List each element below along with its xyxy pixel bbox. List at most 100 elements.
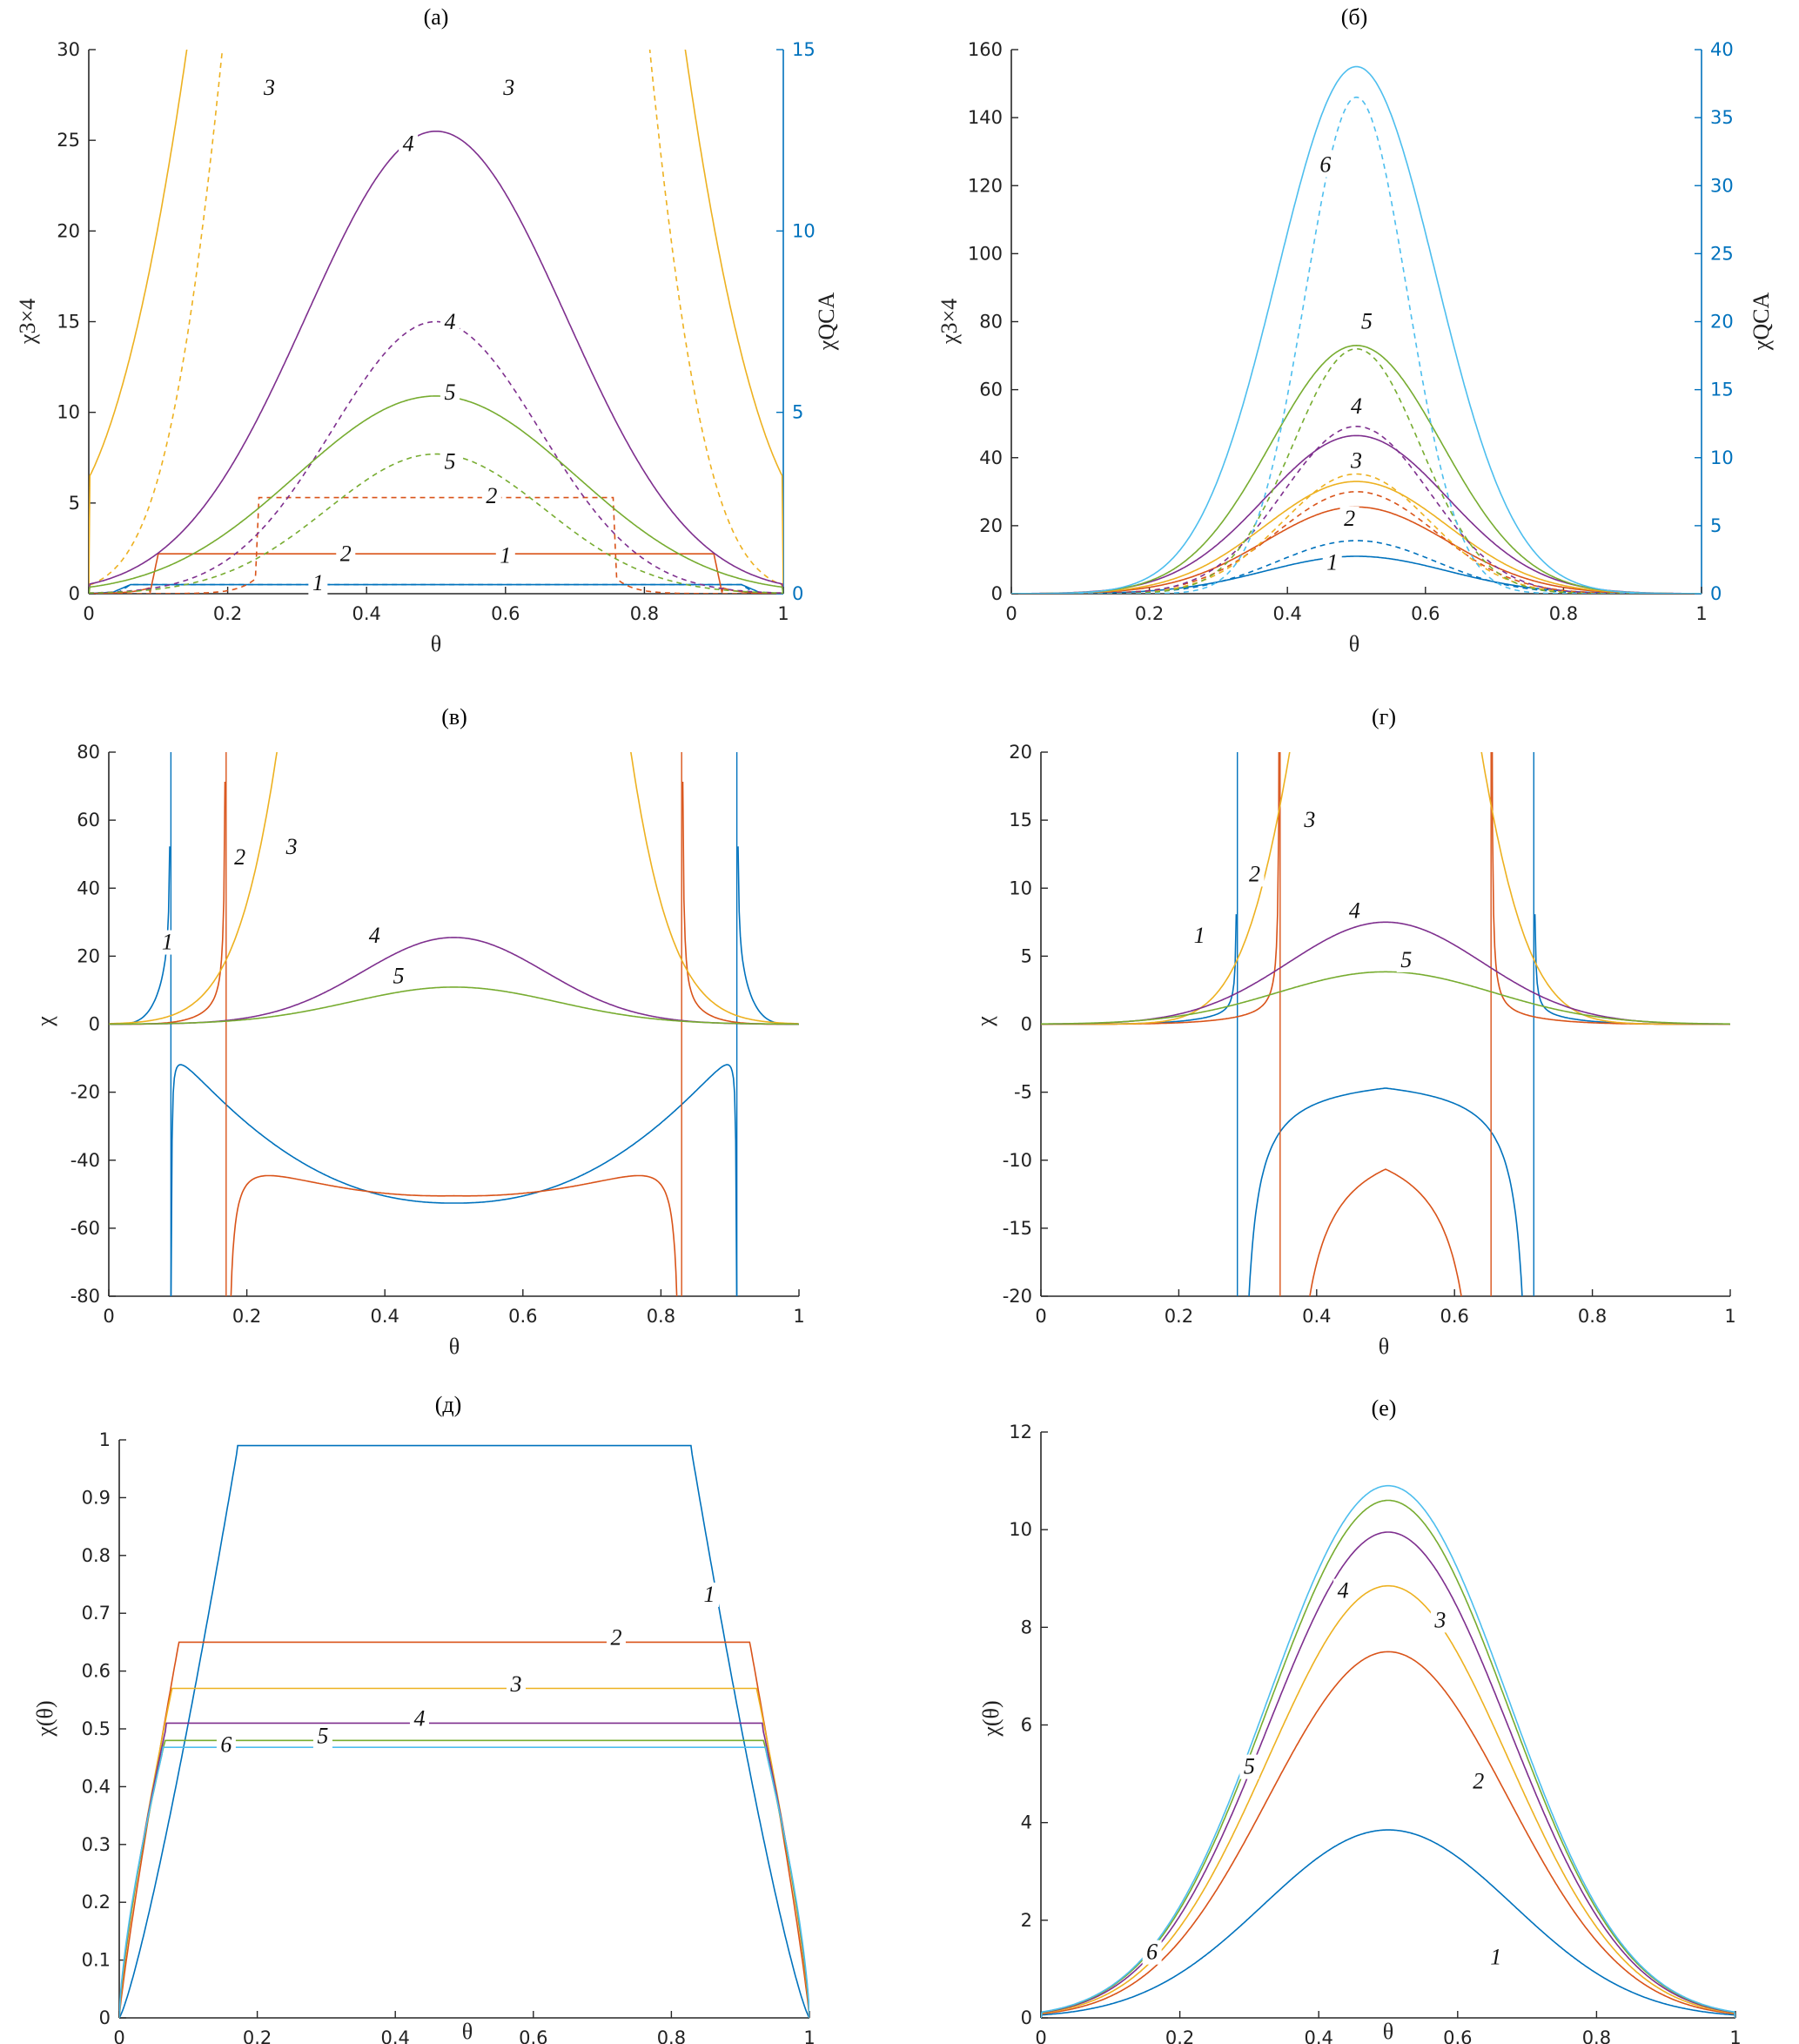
y-tick-label: 4	[1021, 1812, 1032, 1833]
y-tick-label: 60	[77, 810, 100, 830]
y-right-tick-label: 10	[792, 220, 816, 241]
curve-label: 5	[444, 380, 455, 405]
x-tick-label: 1	[803, 2027, 815, 2044]
series-line-2-dashed	[89, 496, 783, 594]
curve-label-bg	[499, 76, 519, 101]
y-right-tick-label: 15	[1710, 380, 1734, 400]
x-tick-label: 0.8	[647, 1306, 675, 1327]
curve-label: 4	[403, 131, 414, 157]
y-tick-label: 15	[1009, 810, 1032, 830]
x-tick-label: 0.2	[232, 1306, 261, 1327]
x-tick-label: 0.2	[1165, 1306, 1193, 1327]
panel-b-ylabel-right: χQCA	[1749, 292, 1774, 352]
panel-a-xlabel: θ	[431, 631, 441, 656]
curve-label: 1	[1490, 1944, 1501, 1969]
y-tick-label: 30	[57, 39, 80, 60]
y-right-tick-label: 20	[1710, 312, 1734, 333]
series-group	[1041, 1484, 1735, 2018]
curve-label: 3	[263, 75, 275, 100]
y-right-tick-label: 0	[1710, 583, 1722, 604]
curve-label-bg	[1345, 898, 1365, 924]
series-line-6-dashed	[1011, 96, 1702, 594]
series-line-5	[1041, 971, 1730, 1025]
y-tick-label: 40	[979, 447, 1003, 468]
x-tick-label: 1	[1729, 2027, 1741, 2044]
series-line-6	[1041, 1484, 1735, 2018]
x-tick-label: 0.8	[1549, 603, 1578, 624]
curve-label: 2	[610, 1625, 621, 1651]
curve-label-bg	[1346, 448, 1366, 474]
y-tick-label: 10	[57, 402, 80, 423]
curve-label-bg	[259, 76, 279, 101]
panel-e-title: (е)	[1372, 1395, 1397, 1421]
y-tick-label: -40	[70, 1150, 100, 1171]
curve-label: 6	[1146, 1940, 1158, 1965]
y-right-tick-label: 40	[1710, 39, 1734, 60]
y-tick-label: 20	[1009, 742, 1032, 763]
y-tick-label: 20	[979, 515, 1003, 536]
curve-label-bg	[481, 483, 501, 508]
curve-label-bg	[1430, 1608, 1450, 1633]
y-tick-label: 20	[57, 220, 80, 241]
series-line-1	[89, 583, 783, 594]
curve-label-bg	[506, 1671, 526, 1697]
series-line-3	[109, 752, 799, 1025]
curve-label: 6	[220, 1732, 232, 1758]
x-tick-label: 0.8	[657, 2027, 686, 2044]
y-tick-label: 0.2	[82, 1892, 111, 1913]
panel-v-ylabel: χ	[32, 1016, 57, 1027]
curve-label-bg	[308, 570, 328, 595]
series-line-1	[1011, 555, 1702, 594]
series-line-1	[1534, 914, 1730, 1025]
y-right-tick-label: 35	[1710, 107, 1734, 128]
curve-label: 4	[1349, 898, 1360, 924]
panel-v-xlabel: θ	[449, 1334, 460, 1359]
curve-label-bg	[365, 923, 385, 948]
curve-label-bg	[216, 1732, 236, 1758]
curve-label-bg	[1357, 309, 1377, 334]
panel-d-xlabel: θ	[462, 2019, 473, 2044]
series-line-4	[119, 1722, 809, 2018]
curve-label: 1	[1326, 550, 1338, 575]
curve-label-bg	[158, 930, 178, 955]
series-line-2	[1491, 752, 1730, 1025]
panel-a: (а) θ χ3×4 χQCA 0 0.2 0.4 0.6 0.8 10510152025…	[15, 4, 839, 656]
panel-a-title: (а)	[424, 4, 449, 30]
y-tick-label: 12	[1009, 1422, 1032, 1442]
y-tick-label: 8	[1021, 1617, 1032, 1637]
y-tick-label: -10	[1003, 1150, 1032, 1171]
x-tick-label: 0.8	[1582, 2027, 1611, 2044]
series-line-1-dashed	[1011, 540, 1702, 594]
series-line-4	[109, 937, 799, 1025]
panel-a-ylabel: χ3×4	[15, 299, 40, 345]
panel-b-title: (б)	[1341, 4, 1368, 30]
x-tick-label: 1	[1724, 1306, 1735, 1327]
series-line-6	[1011, 65, 1702, 594]
panel-v-title: (в)	[441, 704, 467, 730]
y-tick-label: 40	[77, 877, 100, 898]
curve-label: 5	[393, 964, 405, 989]
series-line-1-dashed	[89, 583, 783, 594]
series-line-4-dashed	[1011, 426, 1702, 594]
x-tick-label: 1	[777, 603, 789, 624]
y-tick-label: 25	[57, 130, 80, 151]
curve-label-bg	[389, 964, 409, 989]
y-tick-label: 120	[968, 175, 1003, 196]
series-line-5	[89, 395, 783, 594]
curve-label-bg	[1315, 152, 1335, 178]
curve-label-bg	[1339, 506, 1359, 531]
series-line-1	[1041, 1829, 1735, 2018]
curve-label: 4	[1351, 393, 1362, 419]
curve-label-bg	[440, 380, 460, 406]
x-tick-label: 0	[1005, 603, 1017, 624]
curve-label: 3	[285, 834, 298, 859]
curve-label: 1	[704, 1582, 715, 1607]
series-line-1	[119, 1444, 809, 2018]
series-line-5	[119, 1739, 809, 2018]
y-tick-label: 100	[968, 243, 1003, 264]
series-line-5	[109, 986, 799, 1025]
x-tick-label: 0	[1035, 2027, 1046, 2044]
curve-label-bg	[1190, 923, 1210, 948]
curve-label-bg	[1346, 393, 1366, 419]
